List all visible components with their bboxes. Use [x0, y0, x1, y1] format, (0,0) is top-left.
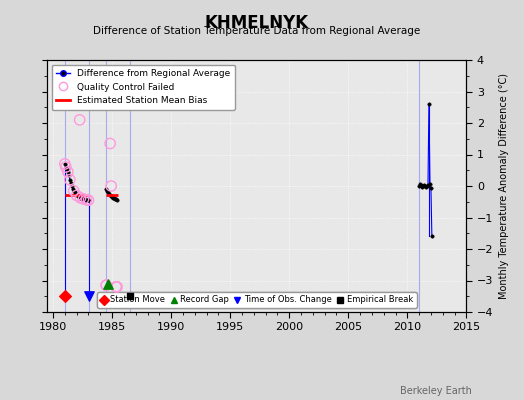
Text: Berkeley Earth: Berkeley Earth: [400, 386, 472, 396]
Point: [79, 196, 88, 202]
Point: [77, 195, 85, 201]
Point: [112, 284, 120, 290]
Legend: Station Move, Record Gap, Time of Obs. Change, Empirical Break: Station Move, Record Gap, Time of Obs. C…: [97, 292, 417, 308]
Point: [61, 161, 69, 167]
Point: [72, 192, 81, 199]
Y-axis label: Monthly Temperature Anomaly Difference (°C): Monthly Temperature Anomaly Difference (…: [499, 73, 509, 299]
Point: [70, 188, 78, 194]
Point: [104, 280, 113, 287]
Point: [102, 282, 111, 288]
Point: [85, 293, 94, 300]
Point: [63, 169, 72, 175]
Text: KHMELNYK: KHMELNYK: [205, 14, 309, 32]
Point: [82, 197, 91, 203]
Point: [107, 183, 115, 189]
Point: [62, 164, 70, 170]
Point: [102, 282, 111, 288]
Text: Difference of Station Temperature Data from Regional Average: Difference of Station Temperature Data f…: [93, 26, 420, 36]
Point: [84, 197, 93, 203]
Point: [106, 140, 114, 147]
Point: [126, 293, 134, 300]
Point: [66, 176, 74, 183]
Point: [113, 284, 121, 290]
Point: [61, 293, 69, 300]
Point: [75, 117, 84, 123]
